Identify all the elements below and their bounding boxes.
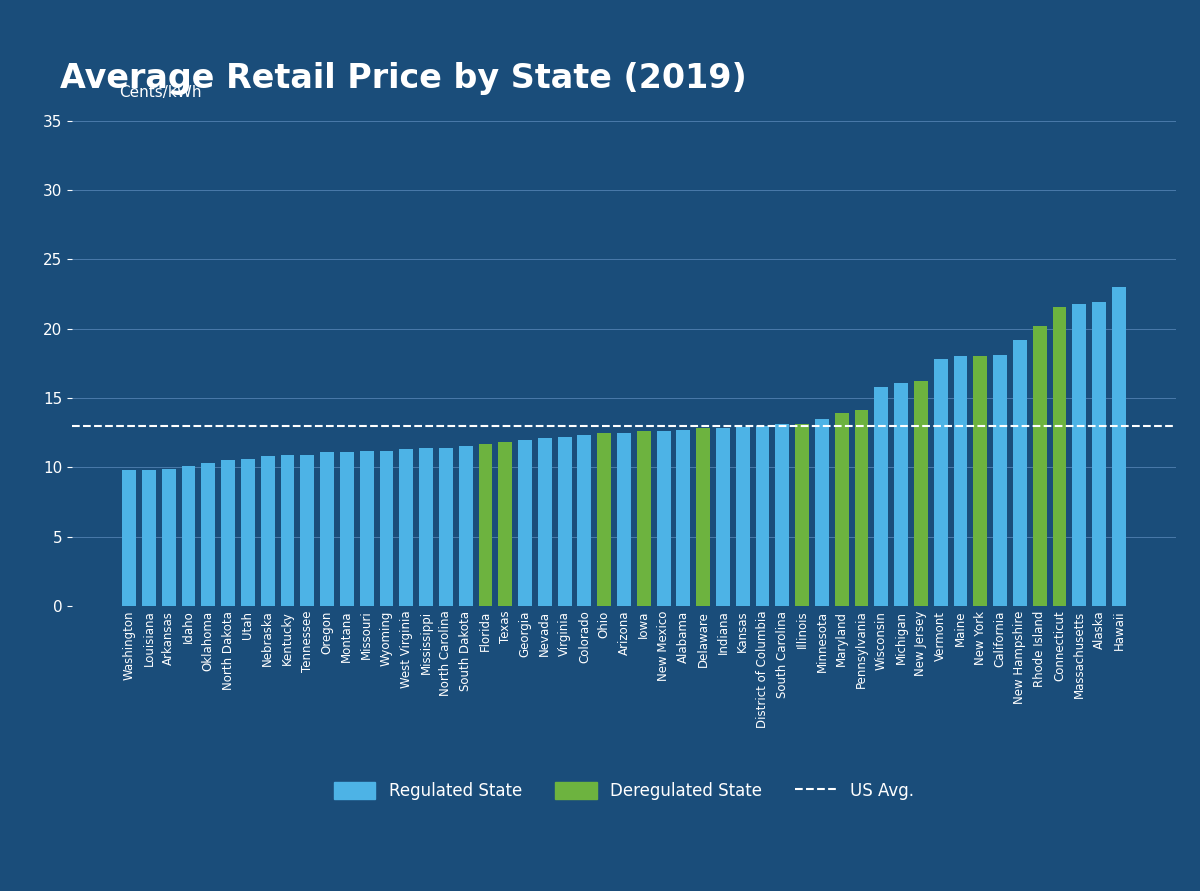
Bar [756,426,769,606]
Bar [260,456,275,606]
Bar [320,452,334,606]
Bar [419,448,433,606]
Bar [241,459,254,606]
Bar [677,429,690,606]
Bar [498,442,512,606]
Bar [122,470,136,606]
Bar [142,470,156,606]
Bar [875,387,888,606]
Bar [577,436,592,606]
Bar [518,439,532,606]
Bar [656,431,671,606]
Legend: Regulated State, Deregulated State, US Avg.: Regulated State, Deregulated State, US A… [326,775,922,807]
Bar [221,461,235,606]
Bar [379,451,394,606]
Bar [558,437,571,606]
Bar [973,356,988,606]
Bar [994,355,1007,606]
Bar [162,469,175,606]
Bar [796,424,809,606]
Bar [598,433,611,606]
Bar [1112,287,1126,606]
Bar [835,413,848,606]
Bar [716,429,730,606]
Bar [458,446,473,606]
Bar [300,454,314,606]
Bar [736,427,750,606]
Bar [914,381,928,606]
Text: Average Retail Price by State (2019): Average Retail Price by State (2019) [60,62,746,95]
Bar [400,449,413,606]
Bar [637,431,650,606]
Bar [854,411,869,606]
Bar [617,433,631,606]
Text: Cents/kWh: Cents/kWh [119,85,202,100]
Bar [1073,304,1086,606]
Bar [894,383,908,606]
Bar [360,451,373,606]
Bar [340,452,354,606]
Bar [1013,339,1027,606]
Bar [281,454,294,606]
Bar [479,444,492,606]
Bar [934,359,948,606]
Bar [696,429,710,606]
Bar [538,438,552,606]
Bar [1052,307,1067,606]
Bar [439,448,452,606]
Bar [181,466,196,606]
Bar [775,424,790,606]
Bar [815,419,829,606]
Bar [202,463,215,606]
Bar [1033,326,1046,606]
Bar [1092,302,1106,606]
Bar [954,356,967,606]
